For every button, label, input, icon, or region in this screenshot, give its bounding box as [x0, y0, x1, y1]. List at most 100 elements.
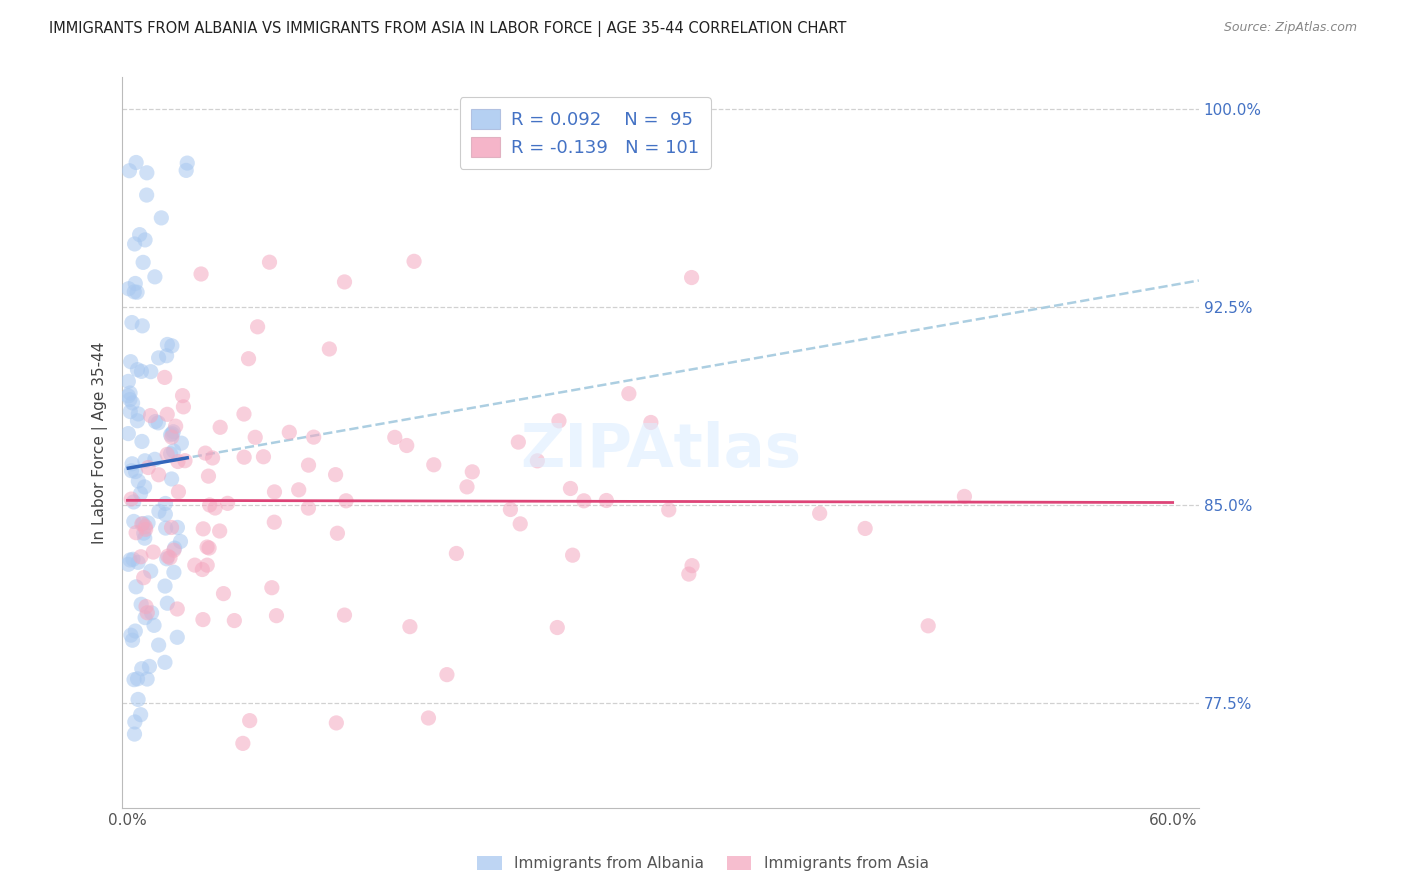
Point: [134, 233, 156, 247]
Point: [195, 558, 218, 573]
Point: [191, 613, 214, 627]
Point: [325, 467, 347, 482]
Point: [118, 386, 141, 401]
Point: [232, 736, 254, 750]
Point: [169, 534, 191, 549]
Point: [160, 430, 183, 444]
Point: [548, 414, 571, 428]
Point: [127, 555, 149, 569]
Point: [132, 516, 155, 531]
Point: [131, 364, 153, 378]
Point: [239, 714, 262, 728]
Point: [135, 522, 157, 536]
Point: [134, 454, 156, 468]
Point: [125, 580, 148, 594]
Point: [245, 430, 267, 444]
Point: [418, 711, 440, 725]
Point: [163, 566, 186, 580]
Point: [156, 596, 179, 610]
Point: [384, 430, 406, 444]
Point: [141, 606, 163, 620]
Point: [163, 541, 186, 555]
Point: [139, 564, 162, 578]
Point: [165, 419, 187, 434]
Point: [163, 543, 186, 558]
Point: [195, 540, 218, 554]
Point: [156, 337, 179, 351]
Point: [166, 520, 188, 534]
Point: [252, 450, 274, 464]
Point: [143, 452, 166, 467]
Point: [326, 526, 349, 541]
Point: [120, 553, 142, 567]
Point: [136, 672, 159, 686]
Point: [404, 254, 426, 268]
Point: [138, 659, 160, 673]
Point: [246, 319, 269, 334]
Point: [953, 490, 976, 504]
Point: [124, 285, 146, 299]
Point: [159, 447, 181, 461]
Point: [120, 628, 142, 642]
Point: [198, 541, 221, 555]
Point: [233, 407, 256, 421]
Point: [278, 425, 301, 440]
Point: [658, 503, 681, 517]
Point: [124, 624, 146, 638]
Point: [395, 438, 418, 452]
Point: [204, 501, 226, 516]
Point: [143, 618, 166, 632]
Point: [509, 516, 531, 531]
Point: [117, 426, 139, 441]
Point: [118, 392, 141, 407]
Point: [160, 426, 183, 441]
Text: ZIPAtlas: ZIPAtlas: [520, 420, 801, 480]
Point: [134, 520, 156, 534]
Point: [561, 548, 583, 562]
Point: [167, 454, 190, 468]
Point: [156, 408, 179, 422]
Point: [170, 436, 193, 450]
Point: [446, 546, 468, 560]
Point: [139, 365, 162, 379]
Point: [127, 692, 149, 706]
Point: [122, 552, 145, 566]
Point: [681, 558, 703, 573]
Point: [131, 662, 153, 676]
Point: [117, 375, 139, 389]
Point: [167, 484, 190, 499]
Point: [176, 156, 198, 170]
Point: [124, 236, 146, 251]
Point: [194, 446, 217, 460]
Point: [193, 522, 215, 536]
Point: [263, 484, 285, 499]
Point: [318, 342, 340, 356]
Point: [508, 435, 530, 450]
Point: [148, 467, 170, 482]
Point: [166, 630, 188, 644]
Point: [209, 420, 232, 434]
Point: [287, 483, 309, 497]
Point: [143, 269, 166, 284]
Point: [136, 606, 159, 620]
Point: [159, 550, 181, 565]
Point: [117, 282, 139, 296]
Point: [162, 425, 184, 439]
Point: [129, 597, 152, 611]
Point: [302, 430, 325, 444]
Point: [142, 545, 165, 559]
Point: [162, 444, 184, 458]
Point: [148, 351, 170, 365]
Point: [129, 549, 152, 564]
Point: [160, 472, 183, 486]
Point: [121, 633, 143, 648]
Point: [129, 486, 152, 500]
Point: [217, 496, 239, 510]
Point: [153, 370, 176, 384]
Point: [127, 474, 149, 488]
Point: [595, 493, 617, 508]
Point: [148, 416, 170, 430]
Point: [197, 469, 219, 483]
Point: [153, 579, 176, 593]
Point: [155, 496, 177, 510]
